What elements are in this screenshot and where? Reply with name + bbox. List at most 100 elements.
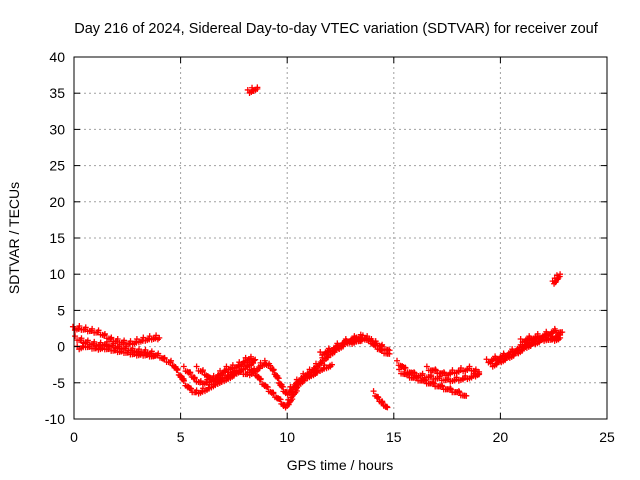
data-point xyxy=(270,366,277,373)
series-H xyxy=(347,332,393,357)
data-point xyxy=(138,349,145,356)
y-tick-label: 25 xyxy=(49,158,65,174)
data-point xyxy=(140,334,147,341)
data-point xyxy=(549,334,556,341)
data-point xyxy=(244,86,251,93)
data-point xyxy=(197,378,204,384)
data-point xyxy=(438,382,445,389)
data-point xyxy=(366,336,373,343)
x-tick-label: 5 xyxy=(177,429,185,445)
data-point xyxy=(76,322,83,329)
y-tick-label: 40 xyxy=(49,49,65,65)
data-point xyxy=(449,367,456,374)
chart-title: Day 216 of 2024, Sidereal Day-to-day VTE… xyxy=(74,21,599,37)
data-point xyxy=(263,383,270,390)
data-point xyxy=(557,334,564,341)
data-point xyxy=(270,389,277,396)
data-point xyxy=(114,336,121,343)
data-point xyxy=(359,332,366,339)
series-K xyxy=(396,366,470,399)
data-point xyxy=(261,357,268,364)
data-point xyxy=(223,363,230,370)
data-point xyxy=(244,362,251,369)
data-point xyxy=(328,361,335,368)
data-point xyxy=(161,354,168,361)
y-tick-label: 30 xyxy=(49,121,65,137)
data-point xyxy=(353,334,360,341)
x-tick-label: 10 xyxy=(279,429,295,445)
y-tick-label: 20 xyxy=(49,194,65,210)
data-point xyxy=(517,336,524,343)
x-tick-label: 25 xyxy=(599,429,615,445)
series-O xyxy=(517,330,564,346)
data-point xyxy=(543,333,550,340)
data-point xyxy=(123,343,130,350)
data-point xyxy=(413,373,420,380)
y-axis: -10 -5 0 5 10 15 20 25 30 35 40 xyxy=(45,49,607,427)
data-point xyxy=(78,335,85,342)
series-A xyxy=(69,322,163,348)
x-tick-label: 0 xyxy=(70,429,78,445)
data-point xyxy=(82,324,89,331)
data-point xyxy=(411,369,418,376)
series-Q xyxy=(549,271,564,287)
data-point xyxy=(129,345,136,352)
data-point xyxy=(206,374,213,381)
data-point xyxy=(419,370,426,377)
data-point xyxy=(104,338,111,345)
data-point xyxy=(187,385,194,392)
data-point xyxy=(146,333,153,340)
data-point xyxy=(463,392,470,399)
data-point xyxy=(534,330,541,337)
data-point xyxy=(252,356,259,363)
data-point xyxy=(69,323,76,330)
data-point xyxy=(152,353,159,360)
data-point xyxy=(476,371,483,378)
data-point xyxy=(131,349,138,356)
y-tick-label: -10 xyxy=(45,411,65,427)
data-point xyxy=(116,341,123,348)
data-point xyxy=(121,337,128,344)
data-point xyxy=(386,350,393,357)
data-point xyxy=(193,363,200,370)
data-point xyxy=(321,362,328,369)
data-point xyxy=(266,360,273,367)
data-point xyxy=(447,385,454,392)
data-point xyxy=(276,396,283,403)
data-point xyxy=(247,353,254,360)
data-point xyxy=(187,369,194,376)
data-point xyxy=(191,374,198,381)
data-point xyxy=(257,359,264,366)
data-point xyxy=(91,338,98,345)
data-point xyxy=(180,378,187,384)
data-point xyxy=(110,340,117,347)
data-point xyxy=(93,343,100,350)
data-point xyxy=(379,346,386,353)
data-point xyxy=(72,333,79,340)
data-point xyxy=(193,387,200,394)
data-point xyxy=(557,271,564,278)
data-point xyxy=(118,346,125,353)
data-point xyxy=(80,340,87,347)
data-point xyxy=(200,367,207,374)
data-point xyxy=(254,84,261,91)
data-point xyxy=(278,383,285,390)
data-point xyxy=(396,366,403,373)
data-point xyxy=(466,363,473,370)
data-point xyxy=(219,372,226,379)
y-tick-label: 10 xyxy=(49,266,65,282)
data-point xyxy=(342,336,349,343)
data-point xyxy=(455,388,462,395)
data-point xyxy=(483,356,490,363)
data-point xyxy=(127,338,134,345)
data-point xyxy=(402,364,409,371)
data-point xyxy=(462,372,469,379)
y-tick-label: 0 xyxy=(57,339,65,355)
data-point xyxy=(148,348,155,355)
y-tick-label: 15 xyxy=(49,230,65,246)
y-tick-label: -5 xyxy=(53,375,66,391)
series-F xyxy=(244,361,335,411)
y-axis-label: SDTVAR / TECUs xyxy=(6,182,22,294)
data-point xyxy=(370,388,377,395)
